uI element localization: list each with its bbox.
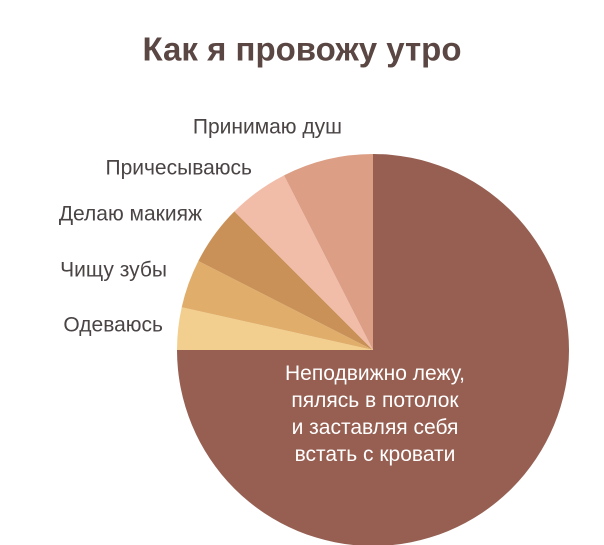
pie-slice	[177, 307, 373, 350]
pie	[177, 154, 569, 545]
pie-slice	[284, 154, 373, 350]
slice-label: Причесываюсь	[105, 157, 252, 180]
labels: Одеваюсь Чищу зубы Делаю макияж Причесываюс…	[59, 116, 342, 337]
slice-label: Чищу зубы	[60, 259, 167, 282]
chart-title: Как я провожу утро	[143, 31, 462, 68]
pie-slice	[177, 154, 569, 545]
pie-slice	[198, 211, 373, 350]
slice-label: Неподвижно лежу, пялясь в потолок и заст…	[285, 362, 465, 466]
slice-label: Одеваюсь	[63, 314, 163, 337]
pie-slice	[234, 175, 373, 350]
pie-slice	[181, 261, 373, 350]
slice-label: Принимаю душ	[193, 116, 342, 139]
slice-label: Делаю макияж	[59, 203, 202, 226]
